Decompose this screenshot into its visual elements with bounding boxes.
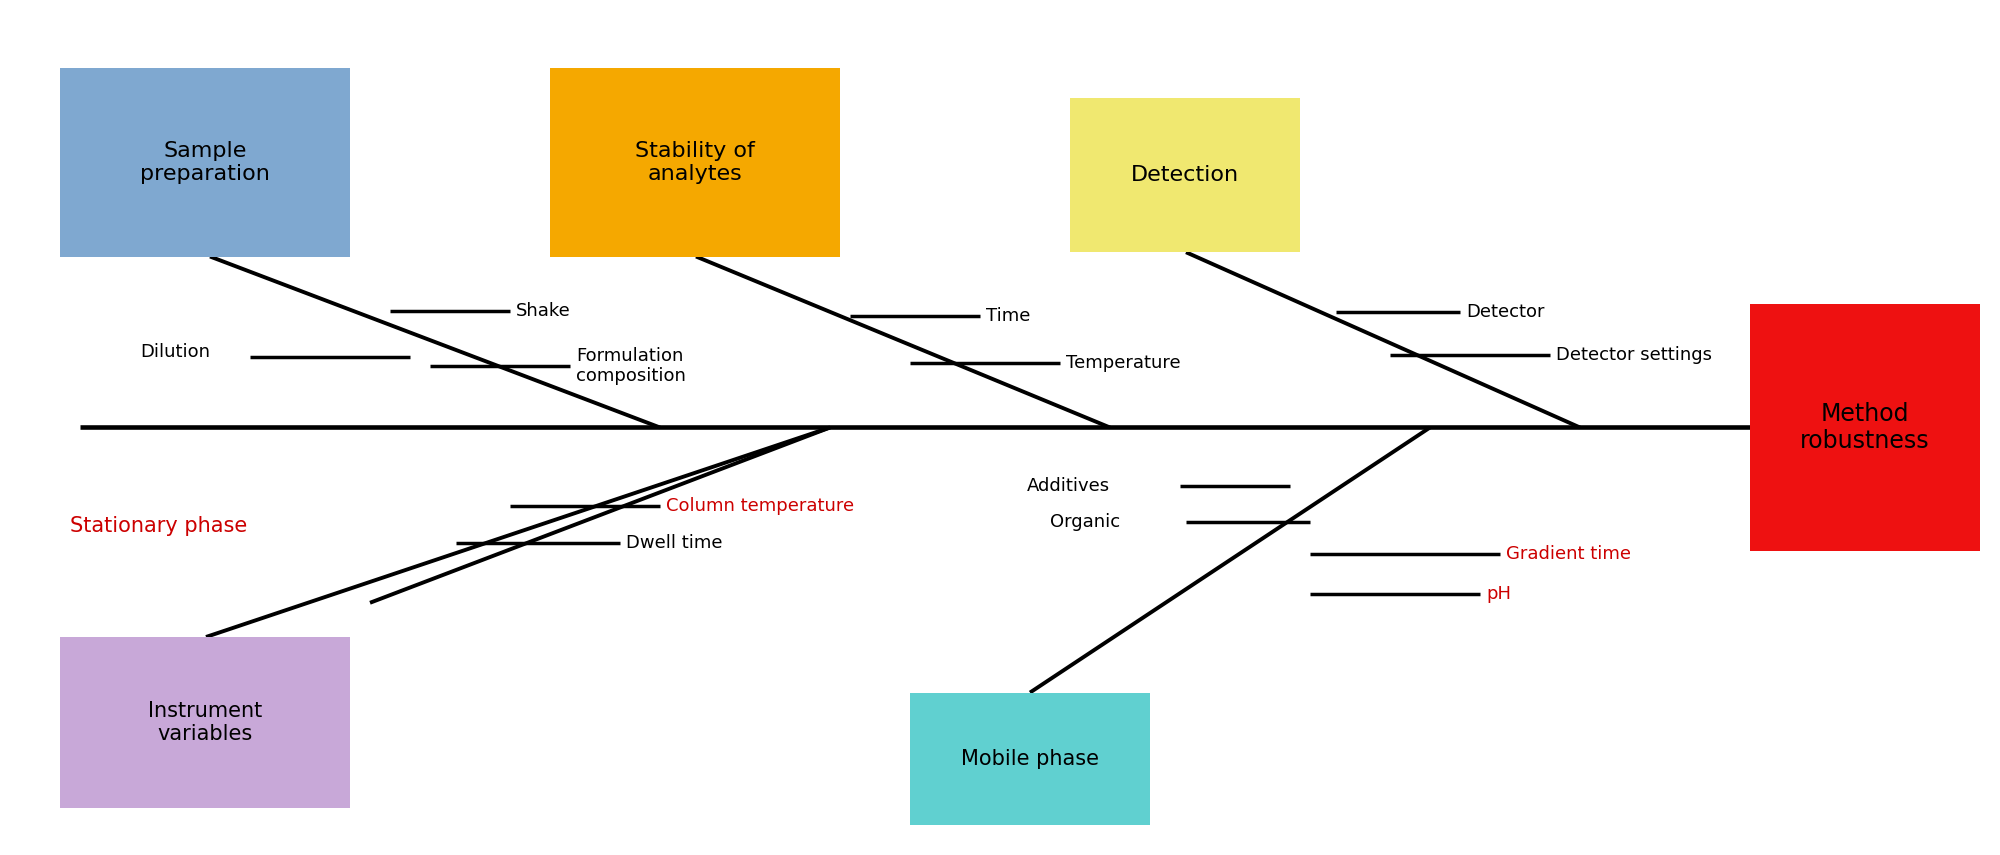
Text: Sample
preparation: Sample preparation (140, 141, 270, 184)
FancyBboxPatch shape (60, 68, 350, 256)
FancyBboxPatch shape (1750, 304, 1980, 551)
Text: Column temperature: Column temperature (666, 497, 854, 516)
FancyBboxPatch shape (60, 637, 350, 808)
Text: Stability of
analytes: Stability of analytes (636, 141, 754, 184)
FancyBboxPatch shape (550, 68, 840, 256)
Text: Formulation
composition: Formulation composition (576, 346, 686, 386)
Text: Stationary phase: Stationary phase (70, 516, 248, 536)
Text: Temperature: Temperature (1066, 353, 1180, 372)
Text: Detector: Detector (1466, 303, 1544, 321)
Text: Additives: Additives (1026, 476, 1110, 495)
Text: Detection: Detection (1130, 165, 1240, 186)
Text: Gradient time: Gradient time (1506, 545, 1632, 563)
Text: Mobile phase: Mobile phase (960, 749, 1100, 769)
FancyBboxPatch shape (1070, 98, 1300, 252)
Text: Dwell time: Dwell time (626, 534, 722, 552)
Text: Dilution: Dilution (140, 343, 210, 362)
Text: Organic: Organic (1050, 512, 1120, 531)
Text: pH: pH (1486, 585, 1512, 604)
Text: Method
robustness: Method robustness (1800, 402, 1930, 453)
Text: Time: Time (986, 307, 1030, 326)
Text: Shake: Shake (516, 302, 570, 321)
FancyBboxPatch shape (910, 693, 1150, 825)
Text: Detector settings: Detector settings (1556, 345, 1712, 364)
Text: Instrument
variables: Instrument variables (148, 701, 262, 744)
